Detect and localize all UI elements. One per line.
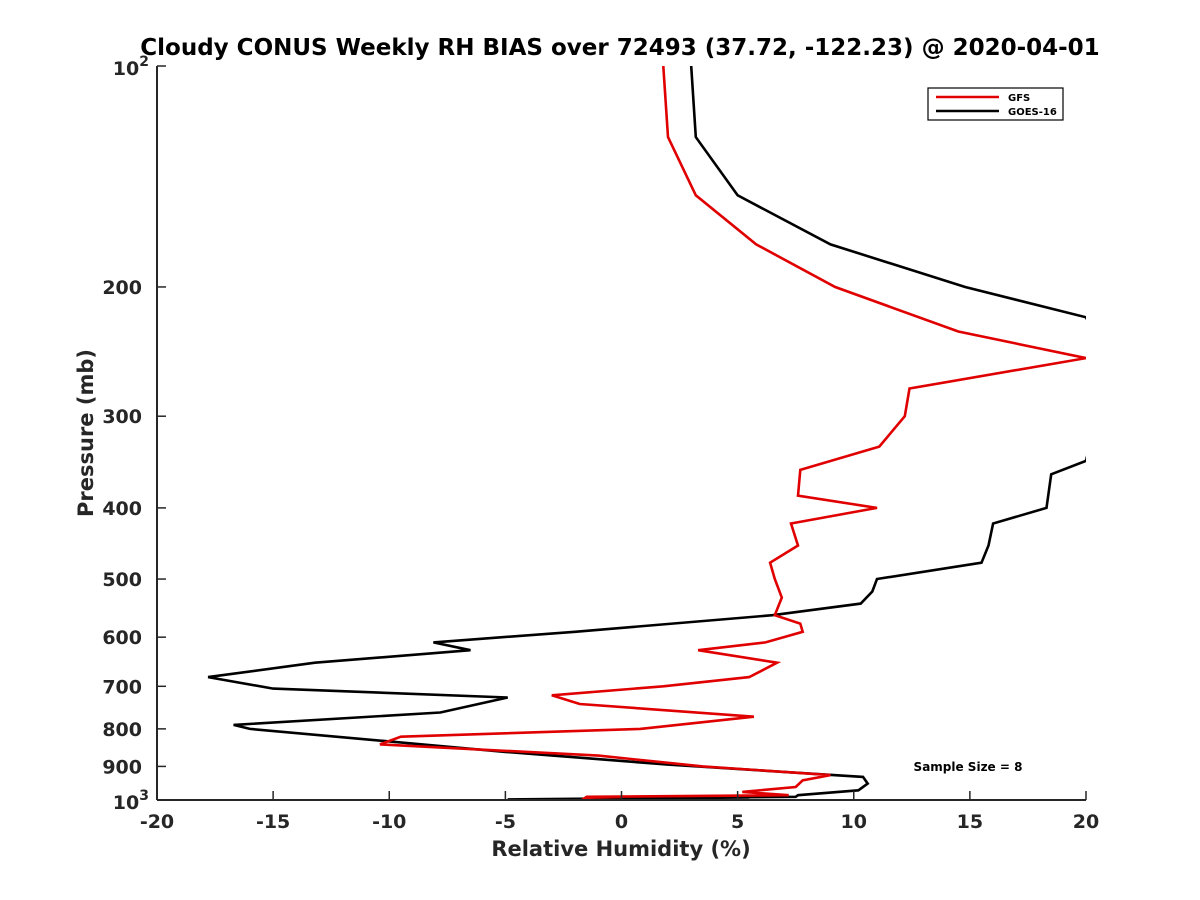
legend-label-gfs: GFS bbox=[1008, 93, 1030, 104]
y-tick-label: 900 bbox=[102, 756, 142, 778]
x-axis-label: Relative Humidity (%) bbox=[491, 837, 750, 861]
series-layer bbox=[207, 66, 1086, 800]
x-tick-label: -5 bbox=[495, 811, 516, 833]
sample-size-annotation: Sample Size = 8 bbox=[914, 760, 1023, 774]
x-tick-label: 15 bbox=[957, 811, 983, 833]
y-tick-label: 600 bbox=[102, 627, 142, 649]
y-tick-label-exponent: 2 bbox=[139, 54, 149, 70]
y-tick-label: 700 bbox=[102, 676, 142, 698]
y-axis-label: Pressure (mb) bbox=[74, 349, 98, 517]
y-tick-label: 103 bbox=[113, 788, 149, 814]
y-tick-label: 400 bbox=[102, 498, 142, 520]
series-line-goes16 bbox=[207, 66, 1086, 800]
y-tick-label: 500 bbox=[102, 569, 142, 591]
legend-box bbox=[927, 87, 1064, 121]
y-tick-label: 102 bbox=[113, 54, 149, 80]
y-tick-label: 800 bbox=[102, 719, 142, 741]
x-tick-label: 20 bbox=[1073, 811, 1099, 833]
x-tick-label: -15 bbox=[256, 811, 290, 833]
x-tick-label: 5 bbox=[731, 811, 744, 833]
x-tick-label: 0 bbox=[615, 811, 628, 833]
legend-label-goes16: GOES-16 bbox=[1008, 107, 1057, 118]
y-tick-label: 300 bbox=[102, 406, 142, 428]
x-tick-label: -20 bbox=[140, 811, 174, 833]
y-tick-label-base: 10 bbox=[113, 58, 139, 80]
x-ticks: -20 -15 -10 -5 0 5 10 15 20 bbox=[140, 791, 1099, 833]
chart-title: Cloudy CONUS Weekly RH BIAS over 72493 (… bbox=[140, 35, 1099, 61]
series-line-gfs bbox=[379, 66, 1086, 800]
y-tick-label-base: 10 bbox=[113, 792, 139, 814]
x-tick-label: -10 bbox=[372, 811, 406, 833]
legend: GFS GOES-16 bbox=[927, 87, 1064, 121]
x-tick-label: 10 bbox=[841, 811, 867, 833]
y-tick-label: 200 bbox=[102, 277, 142, 299]
y-tick-label-exponent: 3 bbox=[139, 788, 149, 804]
